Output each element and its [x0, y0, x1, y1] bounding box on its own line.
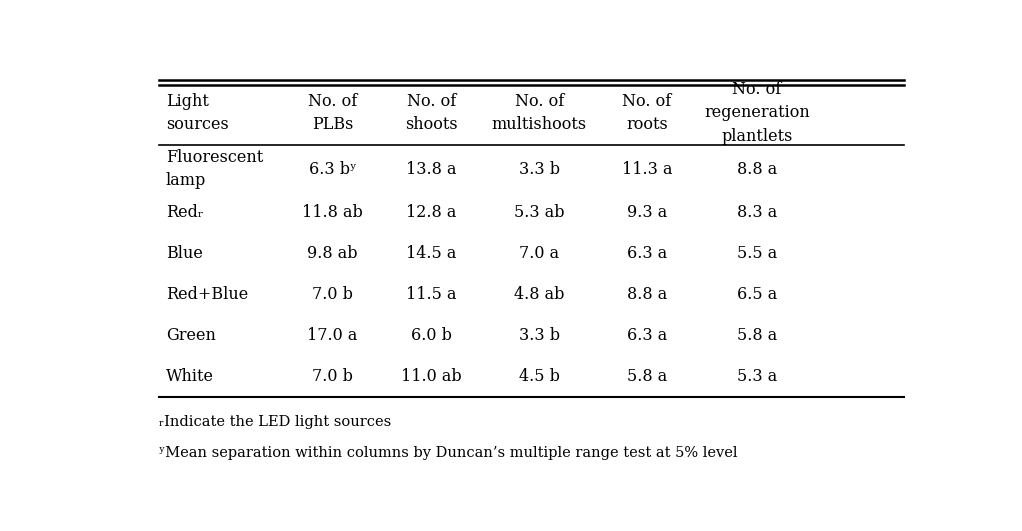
Text: 5.3 a: 5.3 a	[737, 368, 777, 385]
Text: Red+Blue: Red+Blue	[166, 286, 248, 303]
Text: No. of
shoots: No. of shoots	[405, 92, 458, 133]
Text: 13.8 a: 13.8 a	[406, 160, 457, 177]
Text: White: White	[166, 368, 214, 385]
Text: Blue: Blue	[166, 245, 202, 262]
Text: 4.8 ab: 4.8 ab	[514, 286, 564, 303]
Text: Fluorescent
lamp: Fluorescent lamp	[166, 149, 263, 189]
Text: 5.3 ab: 5.3 ab	[514, 204, 564, 221]
Text: 9.8 ab: 9.8 ab	[308, 245, 358, 262]
Text: Redᵣ: Redᵣ	[166, 204, 203, 221]
Text: 11.3 a: 11.3 a	[621, 160, 672, 177]
Text: No. of
multishoots: No. of multishoots	[492, 92, 587, 133]
Text: 8.8 a: 8.8 a	[737, 160, 777, 177]
Text: 7.0 b: 7.0 b	[312, 286, 353, 303]
Text: 11.0 ab: 11.0 ab	[401, 368, 462, 385]
Text: 12.8 a: 12.8 a	[406, 204, 457, 221]
Text: No. of
regeneration
plantlets: No. of regeneration plantlets	[704, 81, 809, 145]
Text: 9.3 a: 9.3 a	[626, 204, 667, 221]
Text: 17.0 a: 17.0 a	[308, 327, 358, 344]
Text: ᵣIndicate the LED light sources: ᵣIndicate the LED light sources	[159, 415, 391, 430]
Text: 6.5 a: 6.5 a	[737, 286, 777, 303]
Text: 11.5 a: 11.5 a	[406, 286, 457, 303]
Text: 14.5 a: 14.5 a	[406, 245, 457, 262]
Text: 8.3 a: 8.3 a	[737, 204, 777, 221]
Text: 6.3 a: 6.3 a	[626, 245, 667, 262]
Text: 5.5 a: 5.5 a	[737, 245, 777, 262]
Text: 11.8 ab: 11.8 ab	[303, 204, 363, 221]
Text: ʸMean separation within columns by Duncan’s multiple range test at 5% level: ʸMean separation within columns by Dunca…	[159, 446, 738, 460]
Text: 7.0 a: 7.0 a	[519, 245, 559, 262]
Text: 5.8 a: 5.8 a	[626, 368, 667, 385]
Text: 5.8 a: 5.8 a	[737, 327, 777, 344]
Text: No. of
PLBs: No. of PLBs	[308, 92, 357, 133]
Text: 7.0 b: 7.0 b	[312, 368, 353, 385]
Text: 3.3 b: 3.3 b	[518, 327, 560, 344]
Text: Green: Green	[166, 327, 216, 344]
Text: Light
sources: Light sources	[166, 92, 229, 133]
Text: 3.3 b: 3.3 b	[518, 160, 560, 177]
Text: No. of
roots: No. of roots	[622, 92, 671, 133]
Text: 6.0 b: 6.0 b	[411, 327, 452, 344]
Text: 8.8 a: 8.8 a	[626, 286, 667, 303]
Text: 6.3 bʸ: 6.3 bʸ	[309, 160, 357, 177]
Text: 4.5 b: 4.5 b	[519, 368, 560, 385]
Text: 6.3 a: 6.3 a	[626, 327, 667, 344]
